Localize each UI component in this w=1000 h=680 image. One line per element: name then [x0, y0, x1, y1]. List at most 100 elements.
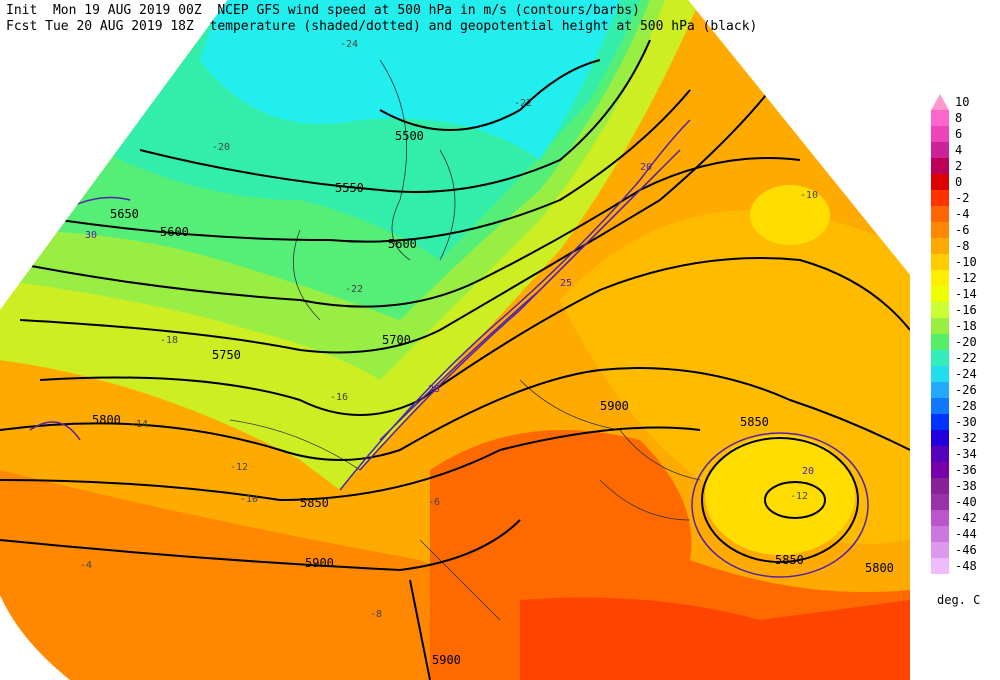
map	[0, 0, 910, 680]
colorbar-swatch	[931, 558, 949, 574]
colorbar-label: -36	[955, 463, 977, 477]
colorbar-swatch	[931, 110, 949, 126]
colorbar-swatch	[931, 142, 949, 158]
colorbar-label: -42	[955, 511, 977, 525]
colorbar-swatch	[931, 430, 949, 446]
colorbar-swatch	[931, 382, 949, 398]
colorbar-label: -48	[955, 559, 977, 573]
colorbar-swatch	[931, 398, 949, 414]
colorbar-swatch	[931, 222, 949, 238]
wind-label: 25	[560, 278, 572, 289]
temp-label: -16	[330, 392, 348, 403]
colorbar-label: -46	[955, 543, 977, 557]
colorbar-swatch	[931, 334, 949, 350]
colorbar-label: -20	[955, 335, 977, 349]
colorbar: 10 8 6 4 2 0 -2 -4 -6 -8 -10 -12 -14 -16 -18 -20 -22 -24 -…	[931, 94, 977, 574]
height-label: 5600	[388, 237, 417, 251]
colorbar-label: -26	[955, 383, 977, 397]
temp-label: -22	[514, 98, 532, 109]
temp-label: -10	[800, 190, 818, 201]
colorbar-label: -30	[955, 415, 977, 429]
height-label: 5850	[300, 496, 329, 510]
colorbar-label: 8	[955, 111, 962, 125]
colorbar-label: -40	[955, 495, 977, 509]
colorbar-label: 4	[955, 143, 962, 157]
height-label: 5750	[212, 348, 241, 362]
header-line: Fcst Tue 20 AUG 2019 18Z temperature (sh…	[6, 19, 757, 34]
colorbar-swatch	[931, 238, 949, 254]
colorbar-swatch	[931, 254, 949, 270]
colorbar-swatch	[931, 158, 949, 174]
colorbar-label: -10	[955, 255, 977, 269]
wind-label: 30	[85, 230, 97, 241]
height-label: 5900	[305, 556, 334, 570]
colorbar-swatch	[931, 318, 949, 334]
height-label: 5900	[600, 399, 629, 413]
colorbar-label: -2	[955, 191, 969, 205]
map-labels: 5500 5550 5600 5600 5650 5700 5750 5800 …	[80, 39, 894, 667]
colorbar-swatch	[931, 174, 949, 190]
colorbar-swatch	[931, 302, 949, 318]
colorbar-swatch	[931, 270, 949, 286]
colorbar-label: -34	[955, 447, 977, 461]
height-label: 5900	[432, 653, 461, 667]
colorbar-label: 10	[955, 95, 969, 109]
height-label: 5600	[160, 225, 189, 239]
colorbar-label: -16	[955, 303, 977, 317]
colorbar-swatch	[931, 414, 949, 430]
wind-label: 20	[802, 466, 814, 477]
colorbar-label: -4	[955, 207, 969, 221]
height-label: 5800	[92, 413, 121, 427]
height-label: 5550	[335, 181, 364, 195]
temp-label: -8	[370, 609, 382, 620]
temp-label: -4	[80, 560, 92, 571]
colorbar-swatch	[931, 478, 949, 494]
wind-label: 25	[428, 384, 440, 395]
temp-label: -22	[345, 284, 363, 295]
height-label: 5850	[775, 553, 804, 567]
colorbar-label: -38	[955, 479, 977, 493]
temp-label: -10	[240, 494, 258, 505]
colorbar-label: 0	[955, 175, 962, 189]
colorbar-swatch	[931, 206, 949, 222]
colorbar-label: -6	[955, 223, 969, 237]
temp-label: -12	[230, 462, 248, 473]
temp-label: -18	[160, 335, 178, 346]
colorbar-label: -12	[955, 271, 977, 285]
height-label: 5650	[110, 207, 139, 221]
temp-label: -12	[790, 491, 808, 502]
colorbar-swatch	[931, 494, 949, 510]
temp-label: -24	[340, 39, 358, 50]
height-label: 5700	[382, 333, 411, 347]
colorbar-label: -32	[955, 431, 977, 445]
height-label: 5800	[865, 561, 894, 575]
height-label: 5850	[740, 415, 769, 429]
colorbar-label: -8	[955, 239, 969, 253]
colorbar-unit: deg. C	[937, 593, 980, 607]
colorbar-label: -28	[955, 399, 977, 413]
colorbar-swatch	[931, 350, 949, 366]
colorbar-swatch	[931, 126, 949, 142]
colorbar-label: -14	[955, 287, 977, 301]
height-label: 5500	[395, 129, 424, 143]
colorbar-swatch	[931, 446, 949, 462]
colorbar-swatch	[931, 366, 949, 382]
colorbar-label: -18	[955, 319, 977, 333]
colorbar-label: 2	[955, 159, 962, 173]
colorbar-label: -22	[955, 351, 977, 365]
colorbar-swatch	[931, 542, 949, 558]
wind-label: 20	[640, 162, 652, 173]
colorbar-swatch	[931, 462, 949, 478]
colorbar-swatch	[931, 526, 949, 542]
temp-label: -6	[428, 497, 440, 508]
colorbar-swatch	[931, 94, 949, 110]
colorbar-label: -24	[955, 367, 977, 381]
temp-label: -14	[130, 419, 148, 430]
temp-label: -20	[212, 142, 230, 153]
header-line: Init Mon 19 AUG 2019 00Z NCEP GFS wind s…	[6, 3, 640, 18]
colorbar-swatch	[931, 510, 949, 526]
colorbar-swatch	[931, 190, 949, 206]
colorbar-swatch	[931, 286, 949, 302]
colorbar-label: -44	[955, 527, 977, 541]
